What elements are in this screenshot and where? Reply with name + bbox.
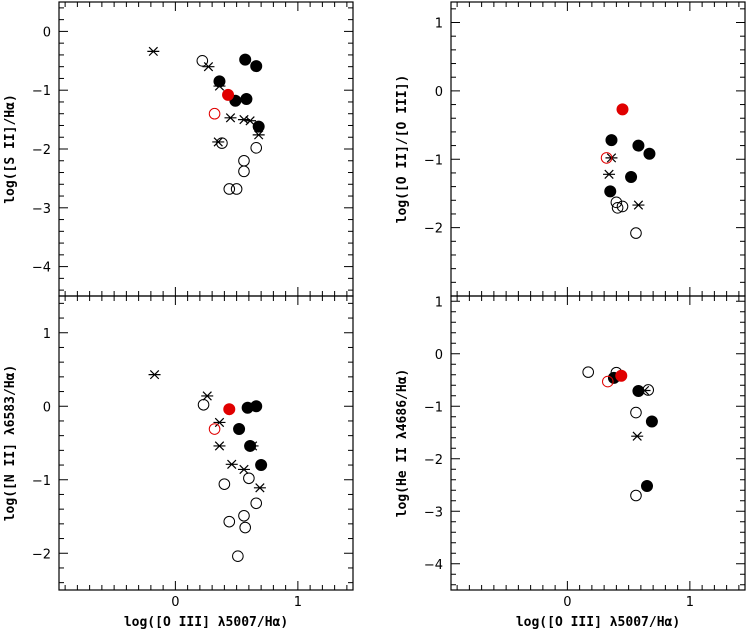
point-open-bottom-left (223, 515, 236, 528)
point-star-bottom-left (148, 369, 161, 380)
point-star-bottom-left (246, 441, 259, 451)
point-filled-top-left (213, 75, 226, 88)
point-red-open-top-left (208, 107, 221, 120)
panel-bottom-right-frame (450, 295, 746, 591)
ytick-label-top-right: −1 (424, 153, 443, 168)
point-filled-bottom-left (250, 400, 263, 413)
point-open-bottom-left (232, 550, 244, 562)
ytick-label-bottom-right: −2 (424, 453, 443, 468)
ytick-label-top-left: −3 (32, 202, 51, 217)
point-red-filled-top-left (222, 88, 235, 101)
ytick-label-bottom-right: −1 (424, 400, 443, 415)
point-star-top-left (212, 137, 225, 147)
point-star-top-left (252, 130, 265, 140)
ytick-label-bottom-right: −4 (424, 558, 443, 573)
point-star-bottom-left (213, 441, 226, 451)
xtick-label-bottom-right: 1 (686, 595, 694, 610)
point-red-open-bottom-right (602, 375, 614, 388)
point-filled-top-right (625, 171, 638, 184)
xtick-label-bottom-right: 0 (563, 595, 571, 610)
point-open-top-left (250, 142, 263, 154)
point-star-bottom-left (253, 483, 266, 493)
point-star-top-left (147, 46, 160, 57)
point-star-top-right (603, 169, 616, 179)
ylabel-bottom-left: log([N II] λ6583/Hα) (3, 365, 18, 522)
point-star-top-left (202, 62, 215, 72)
point-red-open-bottom-left (208, 423, 221, 435)
ylabel-bottom-right: log(He II λ4686/Hα) (395, 369, 410, 518)
ytick-label-top-left: −4 (32, 261, 51, 276)
ytick-label-top-left: 0 (43, 25, 51, 40)
point-filled-bottom-left (233, 423, 246, 436)
xtick-label-bottom-left: 1 (294, 595, 302, 610)
ytick-label-top-left: −1 (32, 84, 51, 99)
panel-top-left-frame (58, 1, 354, 297)
point-open-bottom-right (630, 489, 642, 502)
ylabel-top-left: log([S II]/Hα) (3, 94, 18, 204)
point-open-top-left (238, 165, 250, 178)
point-open-top-right (611, 202, 624, 214)
point-filled-top-left (240, 93, 253, 106)
ytick-label-bottom-right: 1 (435, 295, 443, 310)
chart-marks: 0 −1 −2 −3 −4 1 0 −1 −2 1 0 −1 −2 0 1 1 0 −1 −2 −3 −4 0 1 (32, 2, 745, 610)
point-open-top-right (630, 227, 642, 239)
point-filled-bottom-right (641, 480, 653, 493)
point-star-bottom-left (225, 459, 238, 469)
point-red-filled-bottom-right (615, 369, 628, 382)
point-star-top-left (224, 113, 237, 123)
ytick-label-top-right: 0 (435, 85, 443, 100)
point-star-bottom-left (237, 464, 250, 475)
xlabel-bottom-right: log([O III] λ5007/Hα) (516, 615, 680, 630)
point-open-top-right (610, 196, 623, 209)
point-star-top-left (244, 116, 257, 126)
ylabel-top-right: log([O II]/[O III]) (395, 75, 410, 224)
point-star-bottom-right (638, 385, 651, 396)
point-open-top-left (230, 183, 243, 195)
ytick-label-bottom-left: 1 (43, 327, 51, 342)
point-open-bottom-left (197, 398, 210, 411)
xtick-label-bottom-left: 0 (171, 595, 179, 610)
point-star-bottom-left (213, 417, 226, 428)
point-star-top-left (213, 81, 226, 91)
point-red-filled-top-right (616, 103, 629, 116)
point-star-bottom-left (201, 391, 214, 401)
point-star-bottom-right (631, 431, 644, 441)
ytick-label-bottom-left: −2 (32, 547, 51, 562)
point-open-bottom-left (239, 521, 251, 534)
ytick-label-bottom-right: −3 (424, 505, 443, 520)
point-filled-top-left (250, 60, 263, 73)
point-filled-bottom-right (645, 415, 658, 428)
ytick-label-top-right: −2 (424, 222, 443, 237)
point-open-bottom-left (250, 497, 263, 510)
point-open-bottom-right (630, 406, 642, 419)
point-red-open-top-right (600, 152, 613, 164)
point-open-top-left (238, 154, 250, 167)
point-open-bottom-left (238, 509, 250, 522)
point-open-bottom-right (582, 366, 595, 378)
point-open-top-left (196, 55, 209, 67)
point-open-top-right (616, 200, 629, 213)
ytick-label-bottom-left: 0 (43, 400, 51, 415)
point-open-bottom-left (218, 478, 231, 490)
point-filled-top-right (605, 134, 618, 147)
point-filled-top-right (604, 185, 617, 198)
point-star-top-right (632, 200, 645, 210)
ytick-label-top-right: 1 (435, 17, 443, 32)
point-red-filled-bottom-left (223, 403, 236, 416)
point-open-bottom-left (243, 472, 255, 485)
panel-top-right-frame (450, 1, 746, 297)
ytick-label-bottom-left: −1 (32, 474, 51, 489)
point-filled-top-right (632, 139, 645, 152)
point-filled-top-left (252, 120, 265, 133)
point-filled-top-right (643, 147, 656, 160)
point-open-top-left (216, 137, 228, 149)
point-open-top-left (223, 183, 236, 195)
xlabel-bottom-left: log([O III] λ5007/Hα) (124, 615, 288, 630)
panel-bottom-left-frame (58, 295, 354, 591)
ytick-label-top-left: −2 (32, 143, 51, 158)
point-filled-top-left (239, 53, 252, 66)
point-filled-bottom-left (255, 459, 268, 472)
ytick-label-bottom-right: 0 (435, 348, 443, 363)
